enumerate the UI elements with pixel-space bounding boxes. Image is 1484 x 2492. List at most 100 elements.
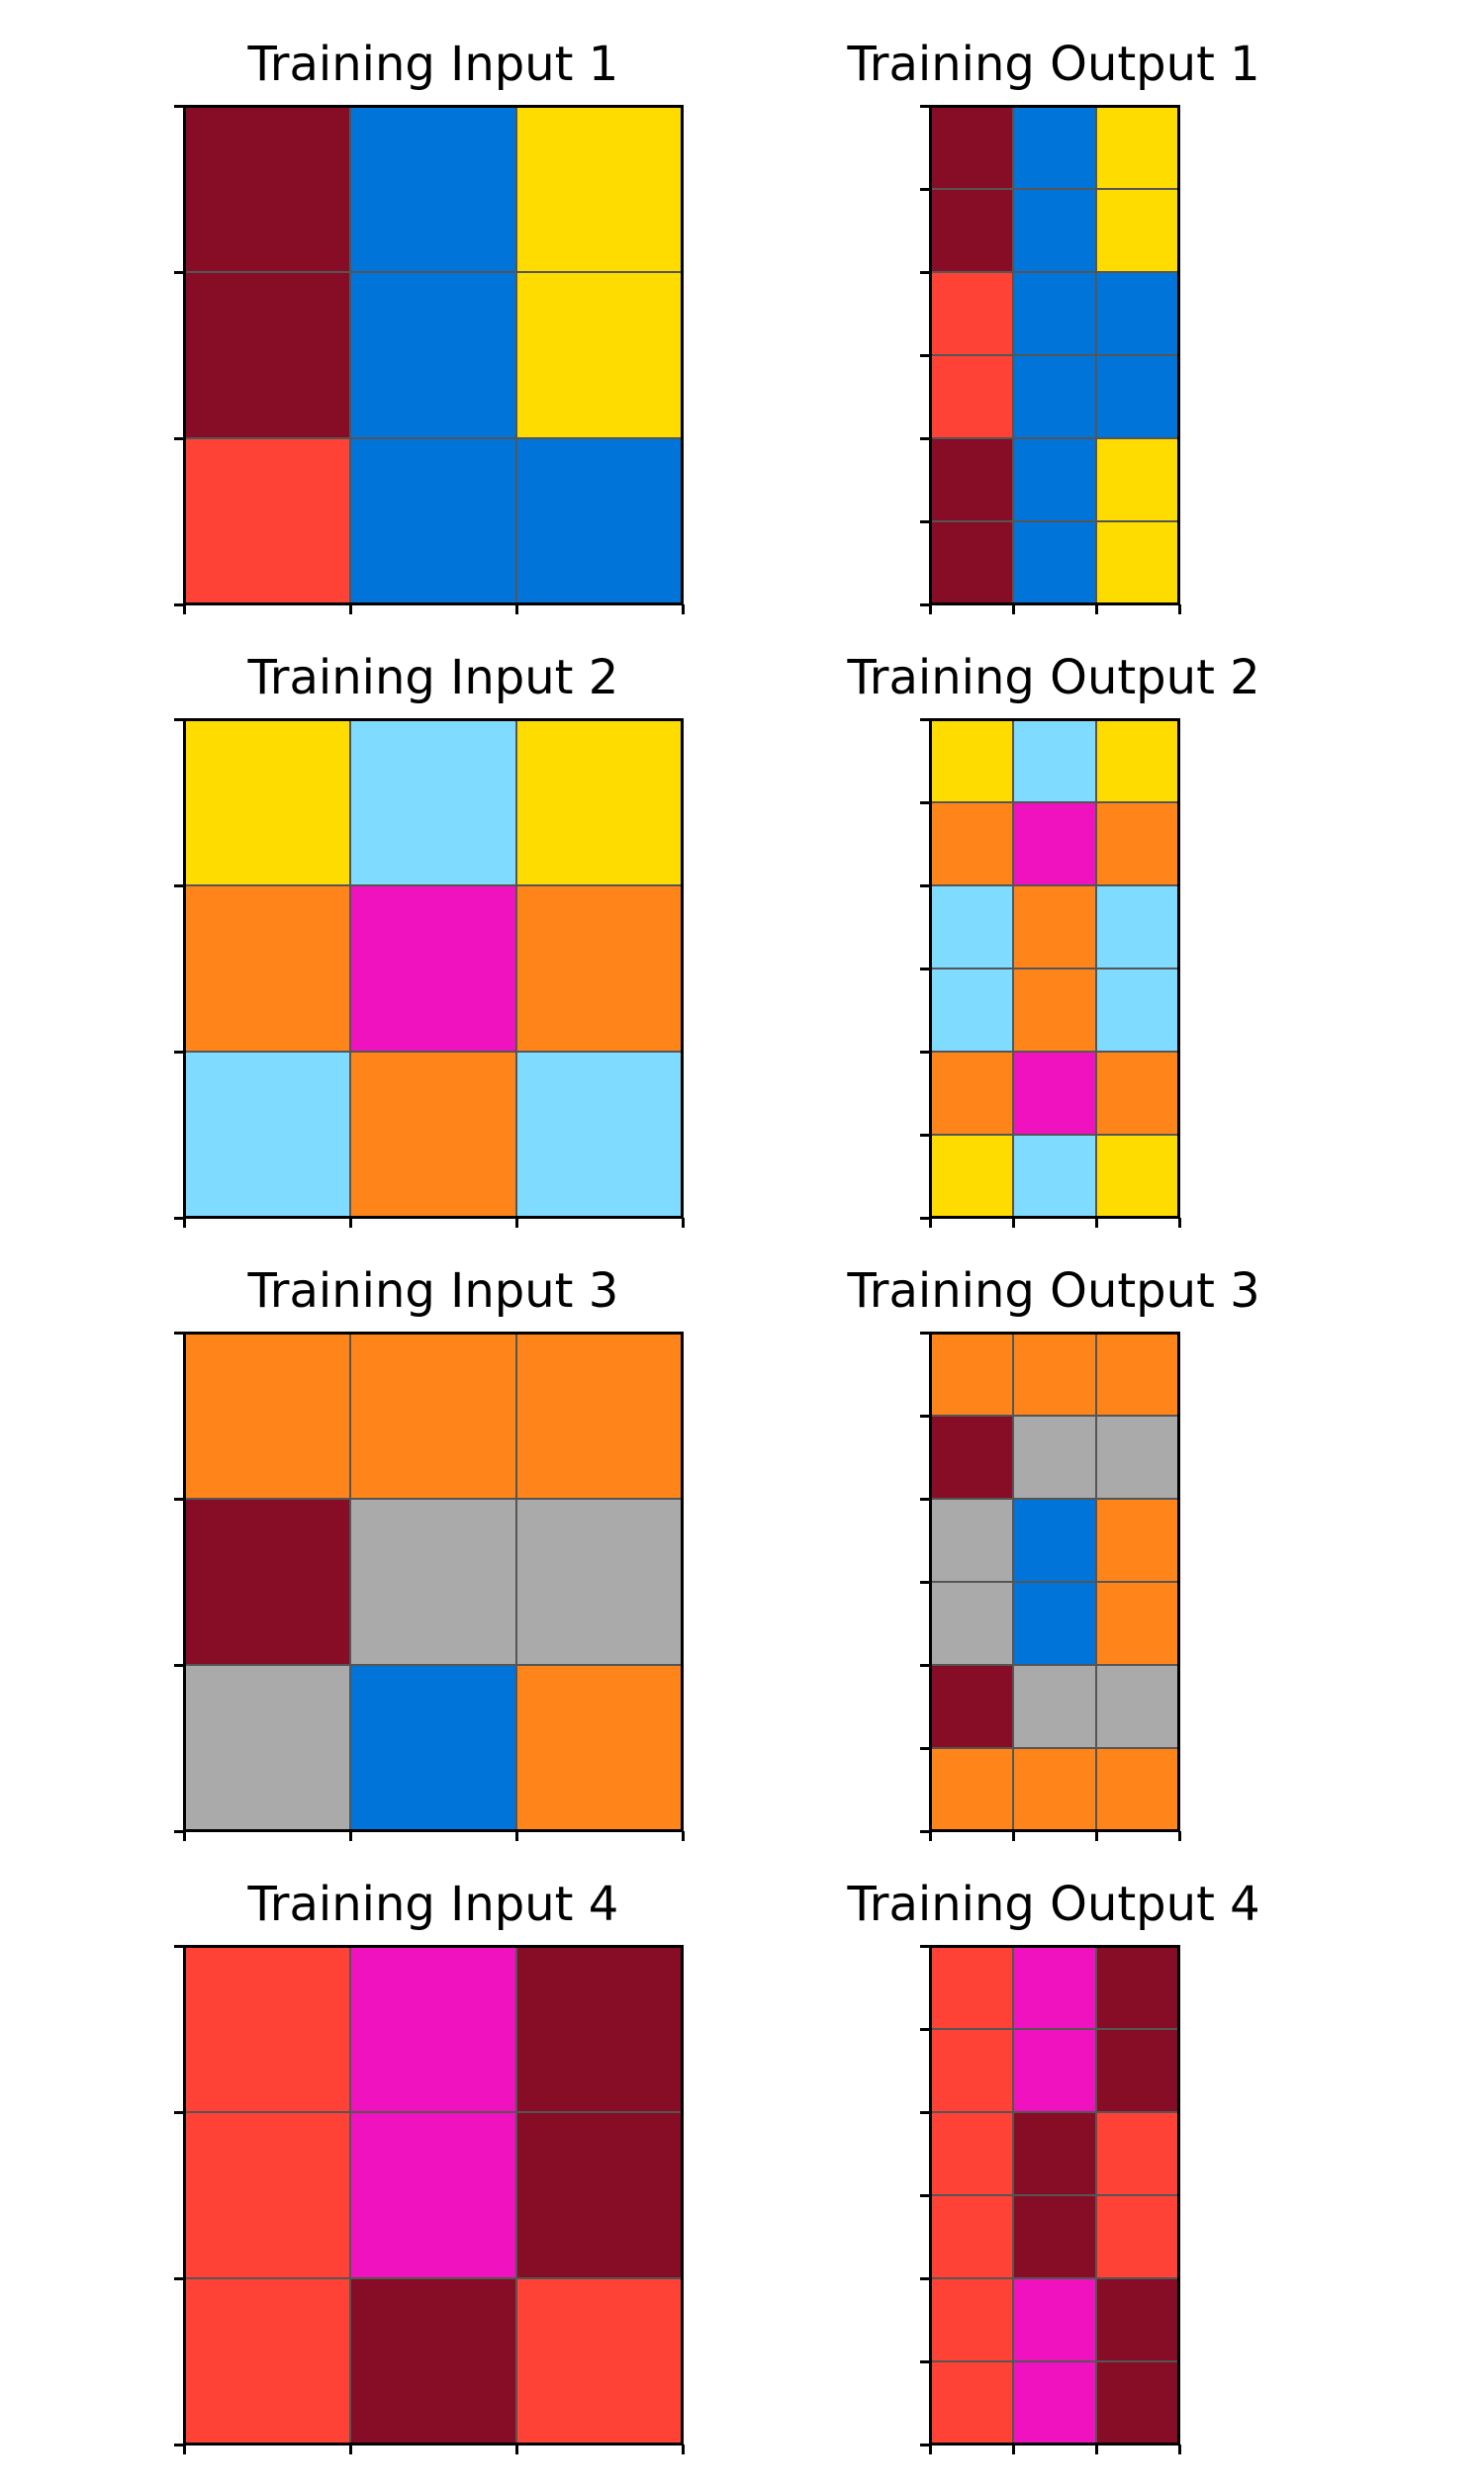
training-input-1-gridline bbox=[184, 437, 683, 439]
training-input-2-grid bbox=[183, 718, 684, 1219]
training-output-3-cell bbox=[1096, 1748, 1179, 1831]
training-input-1-gridline bbox=[349, 106, 351, 604]
training-output-1-gridline bbox=[930, 354, 1179, 356]
training-input-1-y-tick bbox=[174, 105, 184, 108]
training-output-1-x-tick bbox=[1012, 604, 1015, 614]
training-input-2-x-tick bbox=[515, 1218, 518, 1228]
training-input-2-y-tick bbox=[174, 1217, 184, 1220]
training-output-4-cell bbox=[930, 2278, 1013, 2361]
training-output-2-cell bbox=[930, 1052, 1013, 1135]
training-input-4-gridline bbox=[184, 2277, 683, 2279]
training-output-1-cell bbox=[1013, 106, 1096, 189]
training-output-4-x-tick bbox=[1095, 2445, 1098, 2454]
training-output-3-y-tick bbox=[920, 1498, 930, 1501]
training-input-4-y-tick bbox=[174, 2444, 184, 2446]
training-output-4-cell bbox=[930, 2112, 1013, 2195]
training-output-4-y-tick bbox=[920, 2360, 930, 2363]
training-input-4-cell bbox=[350, 2112, 516, 2278]
training-output-3-cell bbox=[930, 1748, 1013, 1831]
training-output-1-cell bbox=[1096, 272, 1179, 355]
training-output-2-x-tick bbox=[1178, 1218, 1181, 1228]
training-input-1-frame bbox=[183, 105, 684, 605]
training-output-3-cell bbox=[930, 1665, 1013, 1748]
training-input-3-frame bbox=[183, 1332, 684, 1832]
training-input-3-y-tick bbox=[174, 1830, 184, 1833]
training-output-4-cell bbox=[1096, 1946, 1179, 2029]
training-output-3-cell bbox=[1013, 1748, 1096, 1831]
training-output-3-y-tick bbox=[920, 1830, 930, 1833]
training-output-1-cell bbox=[930, 355, 1013, 438]
training-input-4-frame bbox=[183, 1945, 684, 2446]
training-output-4-y-tick bbox=[920, 1945, 930, 1948]
training-output-3-gridline bbox=[930, 1415, 1179, 1417]
training-output-2-cell bbox=[930, 802, 1013, 885]
training-output-4-cell bbox=[1096, 2361, 1179, 2445]
training-output-2-grid bbox=[929, 718, 1180, 1219]
training-output-1-gridline bbox=[930, 520, 1179, 522]
training-input-3-gridline bbox=[184, 1498, 683, 1500]
training-output-4-cell bbox=[930, 2195, 1013, 2278]
training-output-3-cell bbox=[930, 1416, 1013, 1499]
training-output-3-y-tick bbox=[920, 1581, 930, 1584]
training-input-2-title: Training Input 2 bbox=[247, 650, 619, 705]
training-output-1-gridline bbox=[930, 437, 1179, 439]
training-output-2-y-tick bbox=[920, 801, 930, 804]
training-output-2-cell bbox=[930, 719, 1013, 802]
training-output-4-gridline bbox=[930, 2277, 1179, 2279]
training-output-2-y-tick bbox=[920, 968, 930, 970]
training-output-2-cell bbox=[930, 969, 1013, 1052]
training-input-1-y-tick bbox=[174, 271, 184, 274]
training-input-4-y-tick bbox=[174, 1945, 184, 1948]
training-input-2-gridline bbox=[184, 1051, 683, 1053]
training-output-3-x-tick bbox=[929, 1831, 932, 1841]
training-output-1-y-tick bbox=[920, 105, 930, 108]
training-output-3-y-tick bbox=[920, 1664, 930, 1667]
training-input-3-y-tick bbox=[174, 1332, 184, 1335]
training-output-1-y-tick bbox=[920, 188, 930, 191]
training-input-4-y-tick bbox=[174, 2111, 184, 2114]
training-output-4-y-tick bbox=[920, 2028, 930, 2031]
training-output-3-gridline bbox=[930, 1747, 1179, 1749]
training-output-3-cell bbox=[1013, 1416, 1096, 1499]
training-input-2-cell bbox=[184, 885, 350, 1052]
training-output-3-cell bbox=[930, 1499, 1013, 1582]
training-input-3-x-tick bbox=[515, 1831, 518, 1841]
training-input-3-cell bbox=[516, 1499, 683, 1665]
training-output-2-x-tick bbox=[929, 1218, 932, 1228]
training-input-3-gridline bbox=[515, 1333, 517, 1831]
training-output-1-frame bbox=[929, 105, 1180, 605]
training-input-4-y-tick bbox=[174, 2277, 184, 2280]
training-output-1-cell bbox=[930, 438, 1013, 521]
training-output-4-x-tick bbox=[1178, 2445, 1181, 2454]
training-input-3-cell bbox=[350, 1499, 516, 1665]
training-output-4-y-tick bbox=[920, 2111, 930, 2114]
training-output-4-cell bbox=[1096, 2195, 1179, 2278]
training-output-1-y-tick bbox=[920, 437, 930, 440]
training-input-4-gridline bbox=[184, 2111, 683, 2113]
training-output-2-cell bbox=[1096, 885, 1179, 969]
training-output-2-x-tick bbox=[1012, 1218, 1015, 1228]
training-input-2-cell bbox=[516, 1052, 683, 1218]
training-input-2-gridline bbox=[515, 719, 517, 1218]
training-output-2-gridline bbox=[930, 801, 1179, 803]
training-output-4-cell bbox=[1096, 2112, 1179, 2195]
training-output-2-y-tick bbox=[920, 1051, 930, 1054]
training-input-4-x-tick bbox=[349, 2445, 352, 2454]
training-output-4-cell bbox=[930, 2361, 1013, 2445]
training-input-4-x-tick bbox=[682, 2445, 685, 2454]
training-output-4-cell bbox=[930, 1946, 1013, 2029]
training-output-2-cell bbox=[1096, 719, 1179, 802]
training-output-2-y-tick bbox=[920, 1134, 930, 1137]
training-input-1-y-tick bbox=[174, 603, 184, 606]
training-output-2-frame bbox=[929, 718, 1180, 1219]
training-output-4-cell bbox=[1013, 1946, 1096, 2029]
training-output-3-cell bbox=[930, 1582, 1013, 1665]
training-input-4-cell bbox=[184, 2112, 350, 2278]
training-input-2-gridline bbox=[184, 884, 683, 886]
training-output-3-cell bbox=[1096, 1416, 1179, 1499]
training-output-2-cell bbox=[1013, 969, 1096, 1052]
training-output-2-cell bbox=[1013, 1135, 1096, 1218]
training-input-2-frame bbox=[183, 718, 684, 1219]
training-output-1-x-tick bbox=[1178, 604, 1181, 614]
